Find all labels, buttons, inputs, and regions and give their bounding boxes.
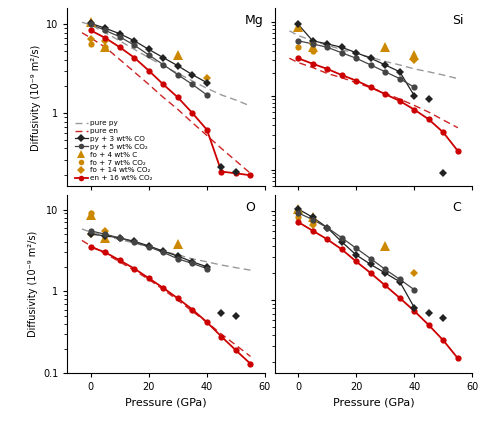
Text: O: O <box>245 201 255 214</box>
Text: C: C <box>453 201 461 214</box>
X-axis label: Pressure (GPa): Pressure (GPa) <box>125 398 207 408</box>
Text: Mg: Mg <box>245 14 264 27</box>
Y-axis label: Diffusivity (10⁻⁹ m²/s): Diffusivity (10⁻⁹ m²/s) <box>27 231 38 338</box>
Y-axis label: Diffusivity (10⁻⁹ m²/s): Diffusivity (10⁻⁹ m²/s) <box>31 44 40 151</box>
Legend: pure py, pure en, py + 3 wt% CO, py + 5 wt% CO₂, fo + 4 wt% C, fo + 7 wt% CO₂, f: pure py, pure en, py + 3 wt% CO, py + 5 … <box>73 119 154 183</box>
X-axis label: Pressure (GPa): Pressure (GPa) <box>333 398 415 408</box>
Text: Si: Si <box>453 14 464 27</box>
